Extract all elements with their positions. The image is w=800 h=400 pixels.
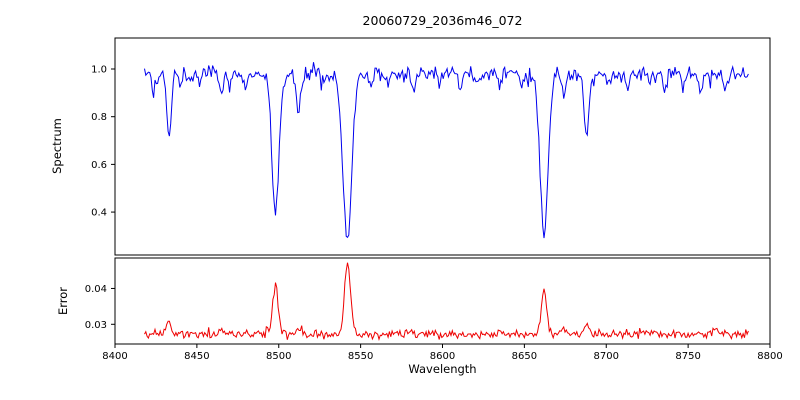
- svg-text:8550: 8550: [348, 351, 373, 362]
- x-axis-label: Wavelength: [408, 362, 477, 376]
- svg-text:8400: 8400: [102, 351, 127, 362]
- svg-text:0.6: 0.6: [91, 160, 107, 171]
- svg-text:8600: 8600: [430, 351, 455, 362]
- svg-text:1.0: 1.0: [91, 65, 107, 76]
- svg-text:8500: 8500: [266, 351, 291, 362]
- svg-text:8700: 8700: [594, 351, 619, 362]
- chart-title: 20060729_2036m46_072: [362, 13, 523, 28]
- svg-text:8800: 8800: [757, 351, 782, 362]
- svg-text:8650: 8650: [512, 351, 537, 362]
- svg-text:0.8: 0.8: [91, 112, 107, 123]
- svg-text:0.04: 0.04: [85, 284, 107, 295]
- svg-text:8450: 8450: [184, 351, 209, 362]
- svg-text:8750: 8750: [675, 351, 700, 362]
- svg-text:0.03: 0.03: [85, 320, 107, 331]
- svg-text:0.4: 0.4: [91, 208, 107, 219]
